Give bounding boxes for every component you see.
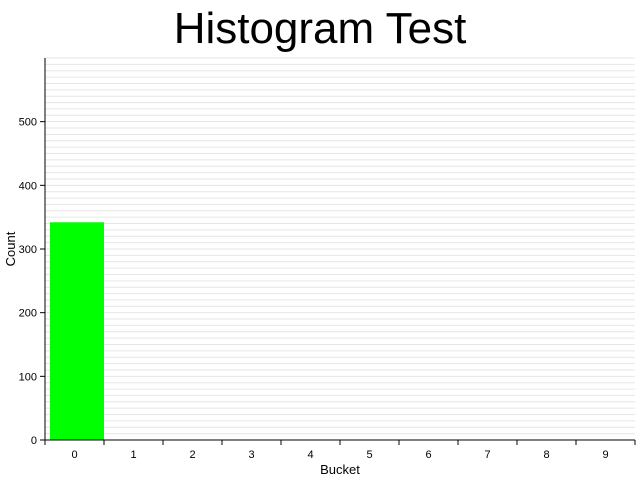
axes: 0 100 200 300 400 500 0 1 2 3 4 5 6 7 8 9	[19, 58, 636, 461]
y-axis-label: Count	[3, 231, 18, 266]
y-tick-label: 500	[19, 117, 37, 129]
y-tick-label: 200	[19, 308, 37, 320]
chart-title: Histogram Test	[173, 4, 467, 53]
x-tick-label: 4	[307, 449, 313, 461]
x-tick-label: 6	[425, 449, 431, 461]
x-tick-label: 7	[484, 449, 490, 461]
x-tick-label: 5	[366, 449, 372, 461]
x-axis-label: Bucket	[320, 462, 360, 477]
x-tick-label: 0	[71, 449, 77, 461]
x-tick-label: 9	[602, 449, 608, 461]
x-tick-label: 2	[189, 449, 195, 461]
x-tick-label: 1	[130, 449, 136, 461]
y-tick-label: 400	[19, 180, 37, 192]
x-tick-label: 3	[248, 449, 254, 461]
y-tick-label: 300	[19, 244, 37, 256]
y-tick-label: 0	[31, 435, 37, 447]
bar-0	[50, 222, 104, 440]
bars	[50, 222, 104, 440]
x-tick-label: 8	[543, 449, 549, 461]
grid-lines	[45, 57, 635, 435]
y-tick-label: 100	[19, 371, 37, 383]
